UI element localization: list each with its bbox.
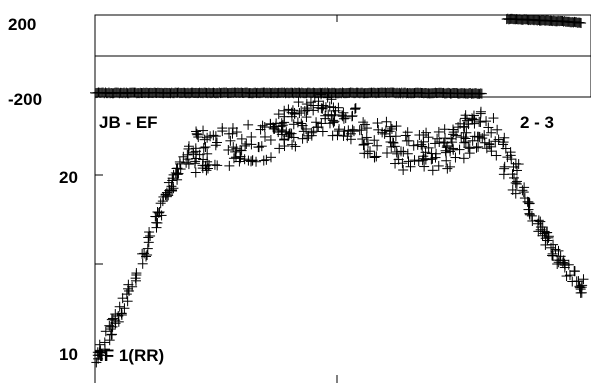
phase-y-tick-label-top: 200 [8, 15, 36, 34]
if-label: IF 1(RR) [99, 346, 164, 365]
amplitude-panel: 20 10 JB - EF 2 - 3 IF 1(RR) [59, 89, 589, 383]
correlation-label: 2 - 3 [520, 113, 554, 132]
phase-data-points [90, 13, 587, 99]
amp-y-tick-label-10: 10 [59, 345, 78, 364]
phase-y-tick-label-bottom: -200 [8, 90, 42, 109]
amplitude-data-points [91, 89, 589, 368]
baseline-label: JB - EF [99, 113, 158, 132]
phase-panel: 200 -200 [8, 13, 591, 109]
amp-y-tick-label-20: 20 [59, 168, 78, 187]
